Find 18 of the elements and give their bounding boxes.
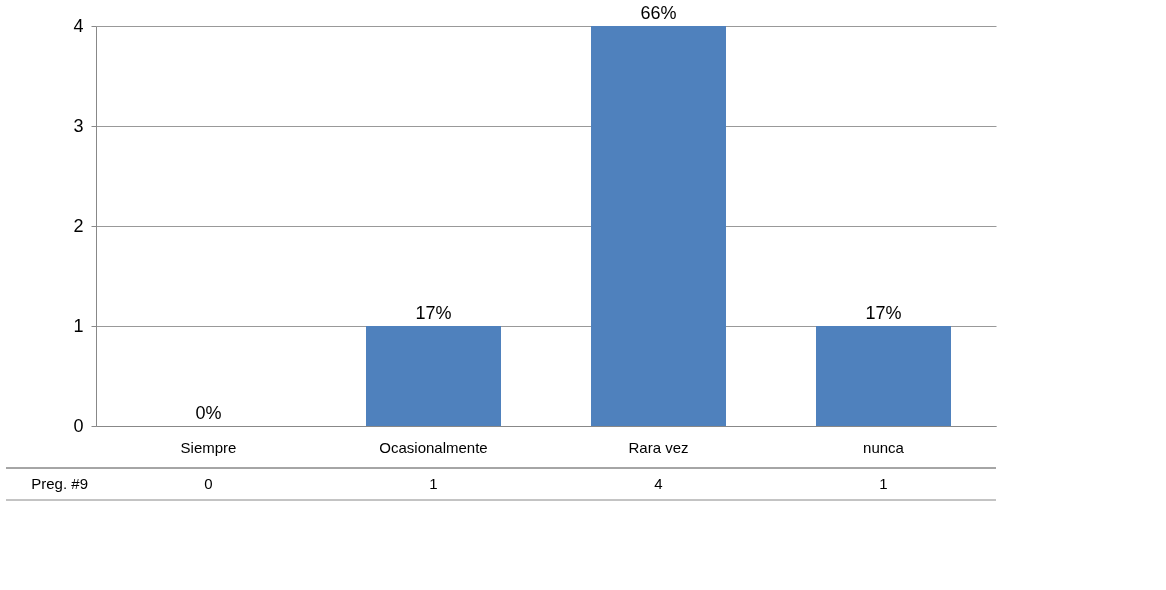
y-tick-label: 3 [73,115,84,136]
y-tick-label: 1 [73,315,84,336]
text: 66% [640,3,677,23]
y-tick-label: 0 [73,415,84,436]
data-label: 4 [654,475,663,492]
x-tick-label: Rara vez [628,438,689,456]
text: Preg. #9 [31,475,88,492]
y-tick-label: 2 [73,215,84,236]
x-tick-label: nunca [863,438,905,456]
x-tick-label: Ocasionalmente [379,438,488,456]
text: 17% [415,303,452,323]
data-label: 0 [204,475,213,492]
y-tick-label: 4 [73,15,84,36]
data-label: 1 [879,475,888,492]
x-tick-label: Siempre [180,438,237,456]
data-label: 1 [429,475,438,492]
text: 17% [865,303,902,323]
text: 0% [195,403,222,423]
